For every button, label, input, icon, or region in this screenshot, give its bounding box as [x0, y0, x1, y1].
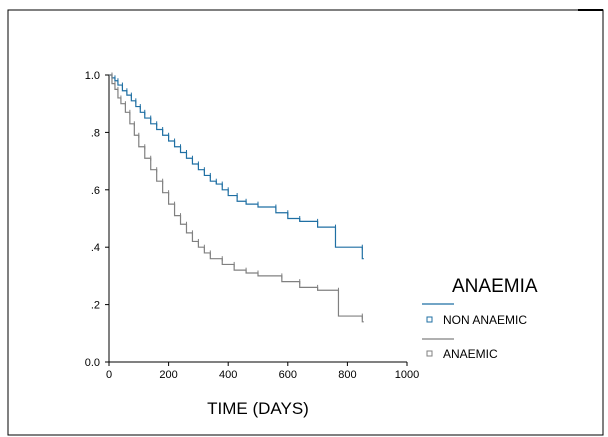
x-tick-label: 200: [159, 369, 177, 381]
x-axis-label: TIME (DAYS): [207, 399, 309, 418]
y-tick-label: .6: [91, 185, 100, 197]
chart-frame: [7, 9, 604, 436]
series-line-non-anaemic: [109, 74, 364, 260]
x-tick-label: 1000: [395, 369, 419, 381]
y-tick-label: .2: [91, 300, 100, 312]
series-layer: [109, 72, 364, 323]
x-tick-label: 800: [338, 369, 356, 381]
legend-title: ANAEMIA: [452, 276, 538, 297]
legend-marker-anaemic: [426, 350, 433, 357]
x-tick-label: 0: [106, 369, 112, 381]
legend-marker-non-anaemic: [426, 316, 433, 323]
y-tick-label: .8: [91, 127, 100, 139]
x-ticks: 0 200 400 600 800 1000: [106, 362, 419, 381]
y-tick-label: 0.0: [85, 357, 100, 369]
legend-label-non-anaemic: NON ANAEMIC: [443, 313, 527, 327]
legend: ANAEMIA NON ANAEMIC ANAEMIC: [422, 276, 538, 361]
y-ticks: 0.0 .2 .4 .6 .8 1.0: [85, 70, 109, 369]
y-tick-label: 1.0: [85, 70, 100, 82]
x-tick-label: 400: [219, 369, 237, 381]
y-tick-label: .4: [91, 242, 100, 254]
legend-label-anaemic: ANAEMIC: [443, 347, 498, 361]
series-line-anaemic: [109, 74, 364, 323]
x-tick-label: 600: [279, 369, 297, 381]
